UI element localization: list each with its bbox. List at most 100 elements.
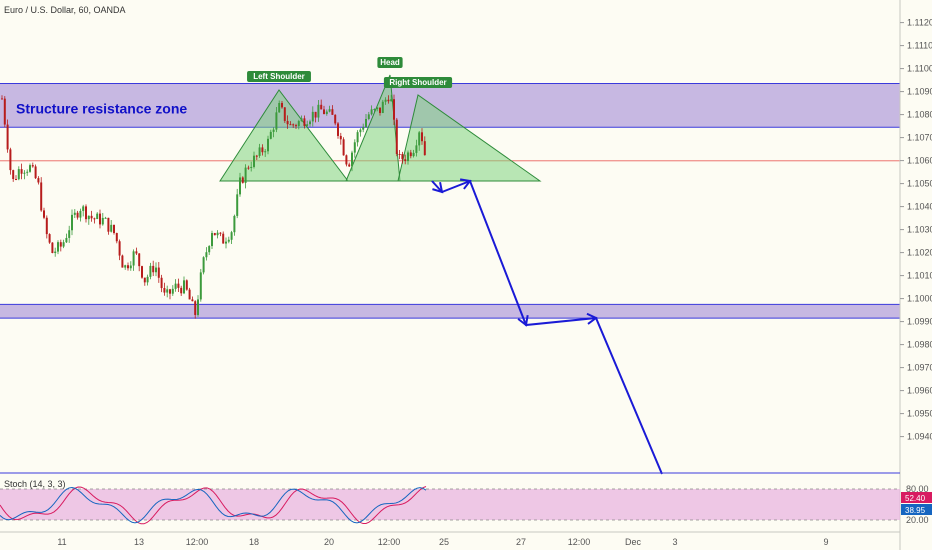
candle-body bbox=[59, 242, 62, 247]
stoch-d-tag bbox=[901, 504, 932, 515]
candle-body bbox=[194, 301, 197, 315]
candle-body bbox=[359, 129, 362, 133]
pattern-label-bg bbox=[377, 57, 403, 68]
candle-body bbox=[289, 124, 292, 126]
candle-body bbox=[345, 155, 348, 165]
candle-body bbox=[99, 213, 101, 225]
candle-body bbox=[177, 283, 180, 288]
candle-body bbox=[303, 118, 306, 126]
candle-body bbox=[26, 171, 29, 173]
candle-body bbox=[393, 99, 395, 120]
y-tick-label: 1.09400 bbox=[907, 432, 932, 442]
candle-body bbox=[48, 234, 51, 243]
candle-body bbox=[255, 155, 258, 157]
chart-title: Euro / U.S. Dollar, 60, OANDA bbox=[4, 5, 126, 15]
candle-body bbox=[174, 283, 177, 289]
y-tick-label: 1.10400 bbox=[907, 202, 932, 212]
candle-body bbox=[169, 289, 171, 294]
x-tick-label: 3 bbox=[672, 537, 677, 547]
y-tick-label: 1.09700 bbox=[907, 363, 932, 373]
stochastic-panel: Stoch (14, 3, 3) 80.00 20.00 52.40 38.95 bbox=[0, 472, 932, 525]
x-tick-label: 12:00 bbox=[186, 537, 209, 547]
y-tick-label: 1.10800 bbox=[907, 110, 932, 120]
candle-body bbox=[281, 103, 283, 108]
candle-body bbox=[160, 277, 163, 289]
stoch-d-line bbox=[0, 486, 427, 524]
candle-body bbox=[76, 212, 79, 218]
candle-body bbox=[306, 124, 309, 126]
candle-body bbox=[348, 164, 351, 167]
candle-body bbox=[65, 237, 68, 243]
x-tick-label: 11 bbox=[57, 537, 66, 547]
candle-body bbox=[180, 287, 183, 294]
candle-body bbox=[87, 215, 90, 220]
pattern-label: Right Shoulder bbox=[389, 78, 446, 87]
candle-body bbox=[418, 132, 421, 146]
candle-body bbox=[104, 217, 107, 219]
candle-body bbox=[244, 167, 247, 183]
candle-body bbox=[132, 251, 135, 266]
candle-body bbox=[337, 123, 339, 136]
candle-body bbox=[34, 166, 37, 179]
candle-body bbox=[376, 107, 379, 109]
pattern-label-bg bbox=[247, 71, 311, 82]
candle-body bbox=[166, 289, 169, 293]
candle-body bbox=[205, 252, 208, 258]
candle-body bbox=[300, 118, 303, 122]
y-tick-label: 1.10600 bbox=[907, 156, 932, 166]
candle-body bbox=[113, 224, 115, 234]
stoch-band bbox=[0, 489, 900, 520]
candle-body bbox=[45, 217, 48, 235]
pattern-triangle bbox=[219, 89, 350, 182]
y-tick-label: 1.10000 bbox=[907, 294, 932, 304]
candle-body bbox=[297, 121, 300, 126]
candle-body bbox=[250, 166, 253, 168]
candle-body bbox=[421, 132, 423, 142]
x-tick-label: Dec bbox=[625, 537, 642, 547]
candle-body bbox=[68, 230, 71, 238]
y-tick-label: 1.10200 bbox=[907, 248, 932, 258]
candle-body bbox=[124, 265, 127, 268]
candle-body bbox=[261, 147, 264, 153]
candle-body bbox=[12, 170, 15, 180]
candle-body bbox=[258, 147, 261, 156]
candle-body bbox=[311, 111, 314, 122]
candle-body bbox=[23, 172, 26, 174]
candle-body bbox=[239, 177, 241, 195]
y-tick-label: 1.09600 bbox=[907, 386, 932, 396]
y-tick-label: 1.09900 bbox=[907, 317, 932, 327]
candle-body bbox=[15, 179, 17, 181]
candle-body bbox=[275, 112, 278, 130]
candle-body bbox=[62, 242, 65, 247]
candle-body bbox=[339, 135, 342, 140]
x-tick-label: 25 bbox=[439, 537, 449, 547]
candle-body bbox=[171, 288, 174, 294]
x-tick-label: 27 bbox=[516, 537, 526, 547]
candle-body bbox=[73, 212, 76, 215]
candle-body bbox=[82, 206, 85, 211]
candle-body bbox=[6, 124, 9, 150]
y-tick-label: 1.09500 bbox=[907, 409, 932, 419]
candle-body bbox=[264, 151, 267, 153]
projection-arrowhead bbox=[432, 181, 444, 194]
candle-body bbox=[118, 241, 121, 256]
candle-body bbox=[191, 299, 194, 302]
x-tick-label: 12:00 bbox=[568, 537, 591, 547]
y-tick-label: 1.10500 bbox=[907, 179, 932, 189]
projection-arrowhead bbox=[586, 312, 598, 325]
stoch-k-tag bbox=[901, 492, 932, 503]
candle-body bbox=[379, 107, 381, 113]
candle-body bbox=[202, 257, 205, 273]
candle-body bbox=[241, 177, 244, 183]
candle-body bbox=[222, 233, 225, 244]
candle-body bbox=[152, 265, 155, 273]
candle-body bbox=[127, 265, 129, 269]
zone-label: Structure resistance zone bbox=[16, 101, 187, 117]
candle-body bbox=[121, 255, 124, 268]
candle-body bbox=[412, 152, 415, 157]
candle-body bbox=[43, 210, 45, 218]
candle-body bbox=[197, 299, 199, 315]
candle-body bbox=[317, 104, 320, 118]
candle-body bbox=[387, 99, 390, 102]
candle-body bbox=[267, 138, 269, 152]
